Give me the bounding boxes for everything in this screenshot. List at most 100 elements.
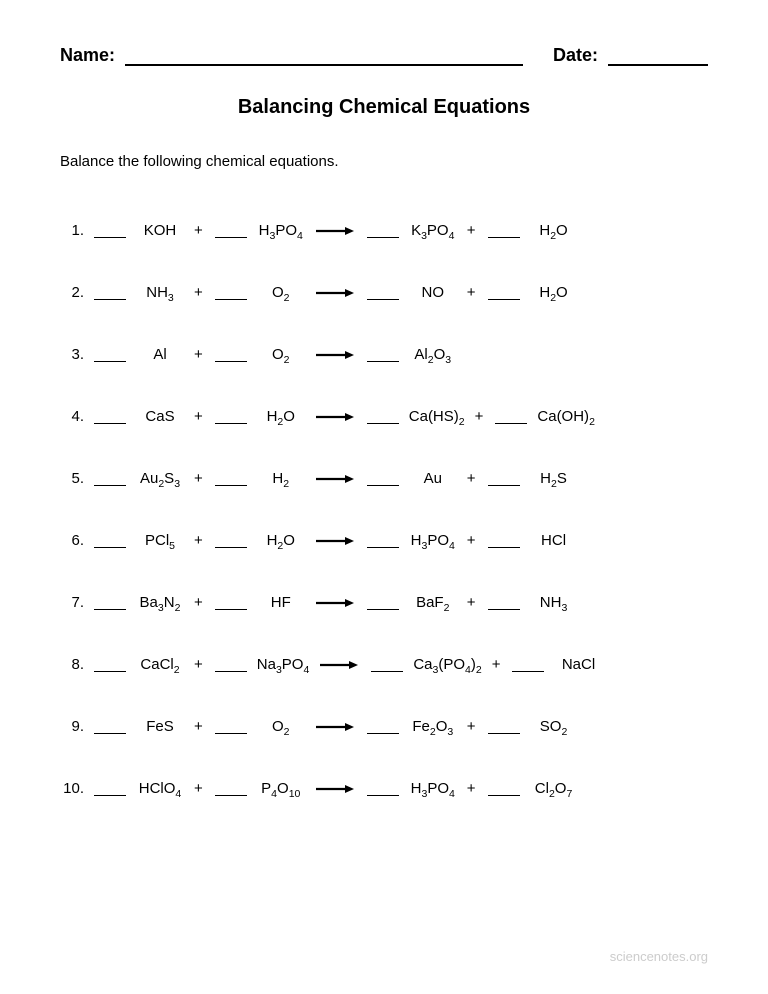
chemical-formula: Al2O3 (405, 346, 461, 363)
equation-number: 2. (60, 284, 88, 301)
chemical-formula: O2 (253, 718, 309, 735)
equation-row: 1.KOH+H3PO4K3PO4+H2O (60, 222, 708, 239)
coefficient-blank[interactable] (215, 472, 247, 486)
chemical-formula: HClO4 (132, 780, 188, 797)
chemical-formula: Fe2O3 (405, 718, 461, 735)
coefficient-blank[interactable] (94, 658, 126, 672)
chemical-formula: PCl5 (132, 532, 188, 549)
coefficient-blank[interactable] (94, 472, 126, 486)
chemical-formula: H3PO4 (405, 780, 461, 797)
chemical-formula: H3PO4 (405, 532, 461, 549)
page-title: Balancing Chemical Equations (60, 96, 708, 119)
coefficient-blank[interactable] (94, 534, 126, 548)
equation-row: 9.FeS+O2Fe2O3+SO2 (60, 718, 708, 735)
equation-row: 7.Ba3N2+HFBaF2+NH3 (60, 594, 708, 611)
coefficient-blank[interactable] (367, 472, 399, 486)
coefficient-blank[interactable] (94, 596, 126, 610)
plus-sign: + (188, 470, 209, 487)
coefficient-blank[interactable] (367, 782, 399, 796)
coefficient-blank[interactable] (215, 782, 247, 796)
chemical-formula: SO2 (526, 718, 582, 735)
coefficient-blank[interactable] (488, 534, 520, 548)
plus-sign: + (188, 718, 209, 735)
chemical-formula: KOH (132, 222, 188, 239)
coefficient-blank[interactable] (215, 286, 247, 300)
coefficient-blank[interactable] (94, 224, 126, 238)
chemical-formula: Ca(HS)2 (405, 408, 469, 425)
coefficient-blank[interactable] (215, 224, 247, 238)
equation-row: 2.NH3+O2NO+H2O (60, 284, 708, 301)
chemical-formula: P4O10 (253, 780, 309, 797)
coefficient-blank[interactable] (371, 658, 403, 672)
equation-number: 9. (60, 718, 88, 735)
chemical-formula: BaF2 (405, 594, 461, 611)
plus-sign: + (188, 656, 209, 673)
chemical-formula: NH3 (132, 284, 188, 301)
coefficient-blank[interactable] (215, 596, 247, 610)
coefficient-blank[interactable] (488, 286, 520, 300)
chemical-formula: Au2S3 (132, 470, 188, 487)
instructions: Balance the following chemical equations… (60, 153, 708, 170)
chemical-formula: H2O (526, 222, 582, 239)
coefficient-blank[interactable] (488, 720, 520, 734)
equation-number: 5. (60, 470, 88, 487)
equation-row: 8.CaCl2+Na3PO4Ca3(PO4)2+NaCl (60, 656, 708, 673)
name-input-line[interactable] (125, 44, 523, 66)
chemical-formula: NaCl (550, 656, 606, 673)
coefficient-blank[interactable] (94, 410, 126, 424)
coefficient-blank[interactable] (215, 658, 247, 672)
coefficient-blank[interactable] (94, 782, 126, 796)
chemical-formula: H2O (253, 408, 309, 425)
coefficient-blank[interactable] (495, 410, 527, 424)
plus-sign: + (461, 284, 482, 301)
equation-row: 3.Al+O2Al2O3 (60, 346, 708, 363)
coefficient-blank[interactable] (488, 472, 520, 486)
plus-sign: + (486, 656, 507, 673)
arrow-icon (309, 535, 361, 547)
date-label: Date: (553, 45, 598, 66)
chemical-formula: Ba3N2 (132, 594, 188, 611)
name-label: Name: (60, 45, 115, 66)
chemical-formula: Al (132, 346, 188, 363)
coefficient-blank[interactable] (367, 720, 399, 734)
coefficient-blank[interactable] (488, 782, 520, 796)
chemical-formula: CaS (132, 408, 188, 425)
chemical-formula: O2 (253, 346, 309, 363)
plus-sign: + (188, 284, 209, 301)
coefficient-blank[interactable] (367, 596, 399, 610)
coefficient-blank[interactable] (94, 348, 126, 362)
chemical-formula: O2 (253, 284, 309, 301)
coefficient-blank[interactable] (94, 286, 126, 300)
plus-sign: + (188, 532, 209, 549)
coefficient-blank[interactable] (367, 224, 399, 238)
date-input-line[interactable] (608, 44, 708, 66)
plus-sign: + (188, 222, 209, 239)
coefficient-blank[interactable] (512, 658, 544, 672)
equation-row: 5.Au2S3+H2Au+H2S (60, 470, 708, 487)
arrow-icon (309, 287, 361, 299)
chemical-formula: CaCl2 (132, 656, 188, 673)
plus-sign: + (461, 532, 482, 549)
coefficient-blank[interactable] (215, 348, 247, 362)
equations-list: 1.KOH+H3PO4K3PO4+H2O2.NH3+O2NO+H2O3.Al+O… (60, 222, 708, 797)
chemical-formula: NH3 (526, 594, 582, 611)
chemical-formula: H2S (526, 470, 582, 487)
coefficient-blank[interactable] (367, 410, 399, 424)
chemical-formula: Cl2O7 (526, 780, 582, 797)
coefficient-blank[interactable] (488, 596, 520, 610)
equation-number: 1. (60, 222, 88, 239)
chemical-formula: H2O (526, 284, 582, 301)
coefficient-blank[interactable] (488, 224, 520, 238)
coefficient-blank[interactable] (215, 410, 247, 424)
coefficient-blank[interactable] (215, 720, 247, 734)
plus-sign: + (188, 346, 209, 363)
arrow-icon (309, 597, 361, 609)
chemical-formula: Na3PO4 (253, 656, 314, 673)
coefficient-blank[interactable] (367, 286, 399, 300)
coefficient-blank[interactable] (215, 534, 247, 548)
equation-row: 10.HClO4+P4O10H3PO4+Cl2O7 (60, 780, 708, 797)
coefficient-blank[interactable] (367, 534, 399, 548)
coefficient-blank[interactable] (94, 720, 126, 734)
coefficient-blank[interactable] (367, 348, 399, 362)
plus-sign: + (461, 222, 482, 239)
